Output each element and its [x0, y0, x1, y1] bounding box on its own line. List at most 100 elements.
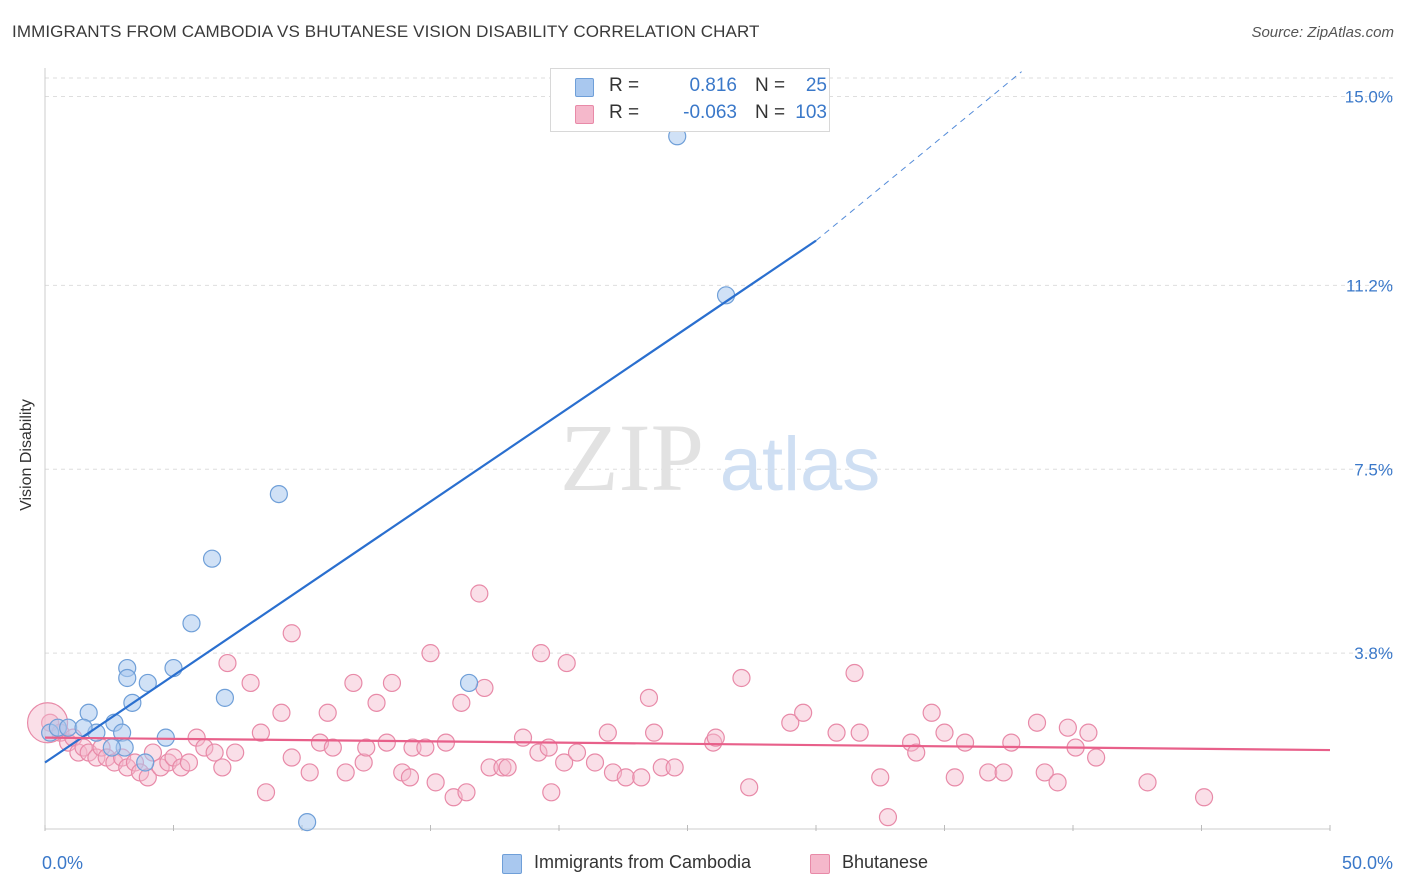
- watermark-atlas: atlas: [720, 422, 881, 507]
- cambodia-swatch: [575, 78, 594, 97]
- bhutanese-legend-label: Bhutanese: [842, 852, 929, 872]
- bhutanese-point: [400, 768, 420, 787]
- bhutanese-point: [367, 693, 386, 712]
- bhutanese-point: [498, 758, 517, 777]
- bhutanese-point: [557, 653, 576, 673]
- bhutanese-point: [922, 703, 941, 722]
- bhutanese-point: [1079, 723, 1098, 742]
- bhutanese-point: [632, 768, 651, 787]
- bhutanese-point: [704, 733, 723, 752]
- bhutanese-point: [226, 743, 245, 762]
- r-label: R =: [609, 102, 640, 123]
- bhutanese-point: [740, 778, 759, 797]
- y-tick-label: 3.8%: [1354, 644, 1393, 663]
- bhutanese-point: [205, 743, 224, 762]
- bhutanese-point: [513, 728, 533, 747]
- bhutanese-point: [871, 768, 890, 787]
- blue-points: [41, 127, 736, 832]
- n-label: N =: [755, 75, 786, 96]
- r-label: R =: [609, 75, 640, 96]
- source-label: Source: ZipAtlas.com: [1251, 24, 1394, 41]
- bhutanese-point: [531, 644, 551, 663]
- bhutanese-point: [542, 783, 561, 802]
- bhutanese-point: [1048, 773, 1067, 792]
- bhutanese-point: [1087, 748, 1106, 767]
- bhutanese-point: [616, 768, 635, 787]
- pink-points: [26, 584, 1214, 827]
- bhutanese-point: [336, 763, 355, 782]
- bhutanese-point: [282, 748, 301, 767]
- bhutanese-point: [1058, 718, 1077, 737]
- cambodia-point: [102, 738, 121, 757]
- bhutanese-point: [850, 723, 869, 742]
- bhutanese-point: [1138, 773, 1157, 792]
- bhutanese-point: [457, 783, 476, 802]
- bhutanese-point: [69, 743, 88, 762]
- bhutanese-point: [1035, 763, 1054, 782]
- bhutanese-point: [300, 763, 319, 782]
- bhutanese-point: [426, 773, 445, 792]
- bhutanese-point: [213, 758, 232, 777]
- cambodia-point: [59, 718, 78, 737]
- bhutanese-point: [318, 703, 337, 722]
- bhutanese-point: [282, 624, 301, 643]
- bhutanese-point: [354, 753, 373, 772]
- bhutanese-point: [945, 768, 964, 787]
- bhutanese-point: [251, 723, 270, 742]
- bhutanese-r-value: -0.063: [683, 102, 737, 123]
- trend-lines: [44, 71, 1331, 764]
- n-label: N =: [755, 102, 786, 123]
- bhutanese-point: [979, 763, 998, 782]
- cambodia-point: [298, 813, 317, 832]
- bhutanese-point: [878, 808, 898, 827]
- watermark-zip: ZIP: [560, 404, 704, 511]
- bhutanese-point: [845, 663, 864, 683]
- bhutanese-point: [639, 688, 659, 707]
- stats-legend: R = 0.816 N = 25 R = -0.063 N = 103: [550, 68, 830, 132]
- bhutanese-point: [382, 673, 402, 693]
- bhutanese-point: [344, 673, 363, 693]
- cambodia-point: [269, 485, 288, 504]
- bhutanese-point: [555, 753, 574, 772]
- y-tick-label: 7.5%: [1354, 460, 1393, 479]
- bhutanese-point: [377, 733, 396, 752]
- y-tick-label: 15.0%: [1345, 88, 1393, 107]
- bhutanese-swatch: [575, 105, 594, 124]
- cambodia-point: [138, 673, 157, 693]
- cambodia-trend-extension: [815, 71, 1022, 242]
- cambodia-point: [164, 658, 183, 678]
- bhutanese-point: [585, 753, 605, 772]
- bhutanese-point: [794, 703, 813, 722]
- bhutanese-point: [256, 783, 276, 802]
- bhutanese-point: [272, 703, 291, 722]
- bhutanese-point: [732, 668, 751, 688]
- cambodia-point: [156, 728, 175, 747]
- cambodia-point: [215, 688, 234, 707]
- grid-lines: [45, 77, 1395, 654]
- cambodia-legend-label: Immigrants from Cambodia: [534, 852, 752, 872]
- cambodia-point: [136, 753, 155, 772]
- cambodia-point: [182, 614, 201, 633]
- watermark: ZIP atlas: [560, 404, 880, 511]
- bhutanese-point: [567, 743, 587, 762]
- bhutanese-point: [644, 723, 664, 742]
- bhutanese-point: [1027, 713, 1047, 732]
- bhutanese-point: [470, 584, 489, 603]
- tick-labels: 3.8% 7.5% 11.2% 15.0% 0.0% 50.0%: [42, 88, 1393, 874]
- bhutanese-point: [1194, 788, 1214, 807]
- bhutanese-point: [87, 748, 106, 767]
- bhutanese-point: [652, 758, 671, 777]
- bhutanese-point: [452, 693, 471, 712]
- bhutanese-point: [1002, 733, 1021, 752]
- bhutanese-point: [827, 723, 846, 742]
- bhutanese-point: [480, 758, 499, 777]
- x-tick-label-min: 0.0%: [42, 853, 83, 873]
- bhutanese-point: [475, 678, 494, 698]
- bhutanese-point: [955, 733, 975, 752]
- bhutanese-point: [994, 763, 1013, 782]
- bhutanese-trend-line: [44, 736, 1331, 752]
- chart-title: IMMIGRANTS FROM CAMBODIA VS BHUTANESE VI…: [12, 22, 760, 41]
- bhutanese-point: [935, 723, 954, 742]
- bhutanese-point: [598, 723, 617, 742]
